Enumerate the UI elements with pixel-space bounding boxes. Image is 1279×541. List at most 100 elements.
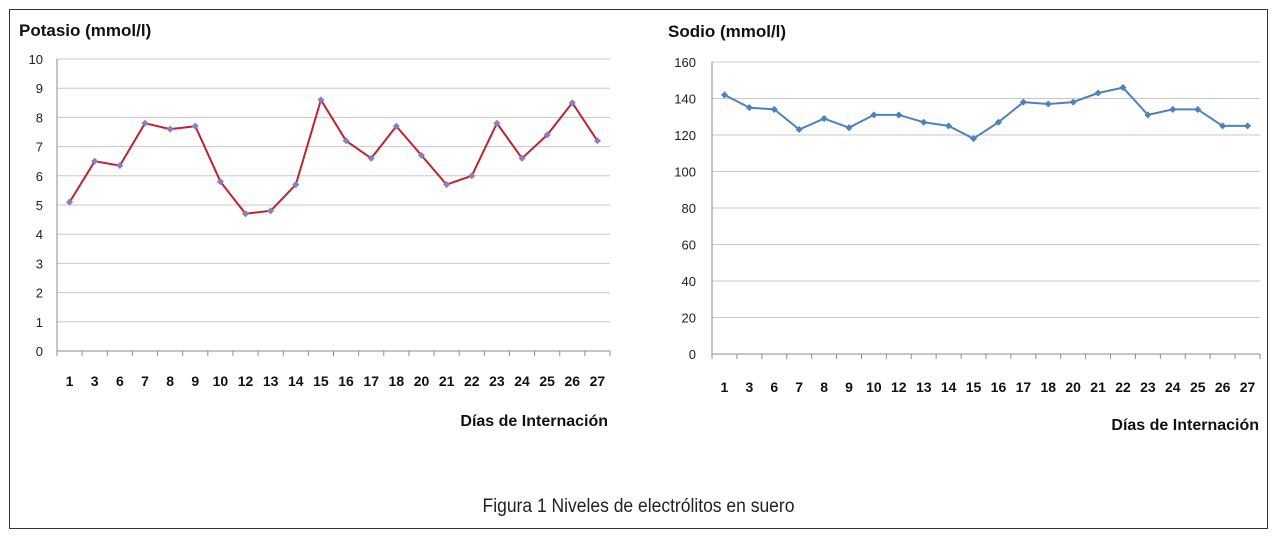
- data-point: [745, 104, 753, 112]
- x-tick-label: 17: [1016, 379, 1032, 395]
- y-tick-label: 6: [36, 169, 43, 184]
- data-point: [216, 178, 224, 186]
- y-tick-label: 8: [36, 110, 43, 125]
- data-point: [317, 96, 325, 104]
- figure-caption: Figura 1 Niveles de electrólitos en suer…: [482, 496, 795, 517]
- data-point: [895, 111, 903, 119]
- data-point: [920, 118, 928, 126]
- x-tick-label: 17: [363, 373, 379, 389]
- data-point: [593, 137, 601, 145]
- x-tick-label: 10: [213, 373, 229, 389]
- x-tick-label: 18: [389, 373, 405, 389]
- y-tick-label: 20: [682, 311, 696, 326]
- x-tick-label: 23: [489, 373, 505, 389]
- x-tick-label: 18: [1040, 379, 1056, 395]
- x-tick-label: 26: [1215, 379, 1231, 395]
- x-tick-label: 27: [1240, 379, 1256, 395]
- data-point: [267, 207, 275, 215]
- x-tick-label: 9: [191, 373, 199, 389]
- data-point: [568, 99, 576, 107]
- y-tick-label: 140: [674, 92, 696, 107]
- y-tick-label: 7: [36, 140, 43, 155]
- data-point: [493, 119, 501, 127]
- data-point: [770, 105, 778, 113]
- y-tick-label: 2: [36, 286, 43, 301]
- x-tick-label: 24: [514, 373, 530, 389]
- y-tick-label: 1: [36, 315, 43, 330]
- series-line: [68, 98, 599, 215]
- x-tick-label: 27: [590, 373, 606, 389]
- data-point: [468, 172, 476, 180]
- data-point: [191, 122, 199, 130]
- x-tick-label: 3: [91, 373, 99, 389]
- data-point: [1044, 100, 1052, 108]
- x-tick-label: 8: [166, 373, 174, 389]
- data-point: [1169, 105, 1177, 113]
- y-tick-label: 5: [36, 198, 43, 213]
- x-tick-label: 7: [141, 373, 149, 389]
- x-tick-label: 3: [745, 379, 753, 395]
- x-tick-label: 6: [116, 373, 124, 389]
- chart-title: Sodio (mmol/l): [668, 22, 786, 41]
- x-tick-label: 1: [721, 379, 729, 395]
- y-tick-label: 80: [682, 201, 696, 216]
- x-tick-label: 12: [238, 373, 254, 389]
- series-line: [724, 86, 1248, 140]
- x-tick-label: 20: [414, 373, 430, 389]
- x-tick-label: 24: [1165, 379, 1181, 395]
- x-tick-label: 10: [866, 379, 882, 395]
- data-point: [342, 137, 350, 145]
- data-point: [1244, 122, 1252, 130]
- chart-title: Potasio (mmol/l): [19, 21, 151, 40]
- x-tick-label: 7: [795, 379, 803, 395]
- figure-frame: Potasio (mmol/l) 0 1 2 3 4 5 6 7 8 9 10 1 3 6 7 8 9 10 12 13…: [9, 9, 1268, 529]
- x-tick-label: 21: [1090, 379, 1106, 395]
- x-tick-label: 15: [966, 379, 982, 395]
- y-tick-label: 9: [36, 81, 43, 96]
- y-tick-label: 10: [29, 52, 43, 67]
- data-point: [720, 91, 728, 99]
- data-point: [241, 210, 250, 218]
- x-tick-label: 21: [439, 373, 455, 389]
- x-tick-label: 20: [1065, 379, 1081, 395]
- x-tick-label: 13: [263, 373, 279, 389]
- x-axis-title: Días de Internación: [460, 413, 608, 430]
- data-point: [66, 198, 74, 206]
- y-tick-label: 0: [689, 347, 696, 362]
- x-tick-label: 6: [770, 379, 778, 395]
- x-tick-label: 1: [66, 373, 74, 389]
- data-point: [292, 181, 300, 189]
- x-tick-label: 15: [313, 373, 329, 389]
- x-tick-label: 13: [916, 379, 932, 395]
- data-point: [166, 125, 174, 133]
- data-point: [1094, 89, 1102, 97]
- y-tick-label: 3: [36, 256, 43, 271]
- data-point: [820, 115, 828, 123]
- x-tick-label: 14: [941, 379, 957, 395]
- x-tick-label: 25: [1190, 379, 1206, 395]
- data-point: [116, 162, 124, 170]
- y-tick-label: 100: [674, 165, 696, 180]
- data-point: [443, 181, 451, 189]
- data-point: [1069, 98, 1077, 106]
- x-tick-label: 12: [891, 379, 907, 395]
- data-point: [367, 154, 375, 162]
- data-point: [91, 157, 99, 165]
- x-tick-label: 9: [845, 379, 853, 395]
- y-tick-label: 160: [674, 55, 696, 70]
- y-tick-label: 4: [36, 227, 43, 242]
- x-tick-label: 26: [565, 373, 581, 389]
- data-point: [845, 124, 853, 132]
- data-point: [392, 122, 400, 130]
- x-tick-label: 16: [338, 373, 354, 389]
- data-point: [795, 125, 803, 134]
- x-tick-label: 22: [1115, 379, 1131, 395]
- x-tick-label: 8: [820, 379, 828, 395]
- x-axis-title: Días de Internación: [1111, 417, 1259, 434]
- x-tick-label: 25: [539, 373, 555, 389]
- y-tick-label: 40: [682, 274, 696, 289]
- y-tick-label: 0: [36, 344, 43, 359]
